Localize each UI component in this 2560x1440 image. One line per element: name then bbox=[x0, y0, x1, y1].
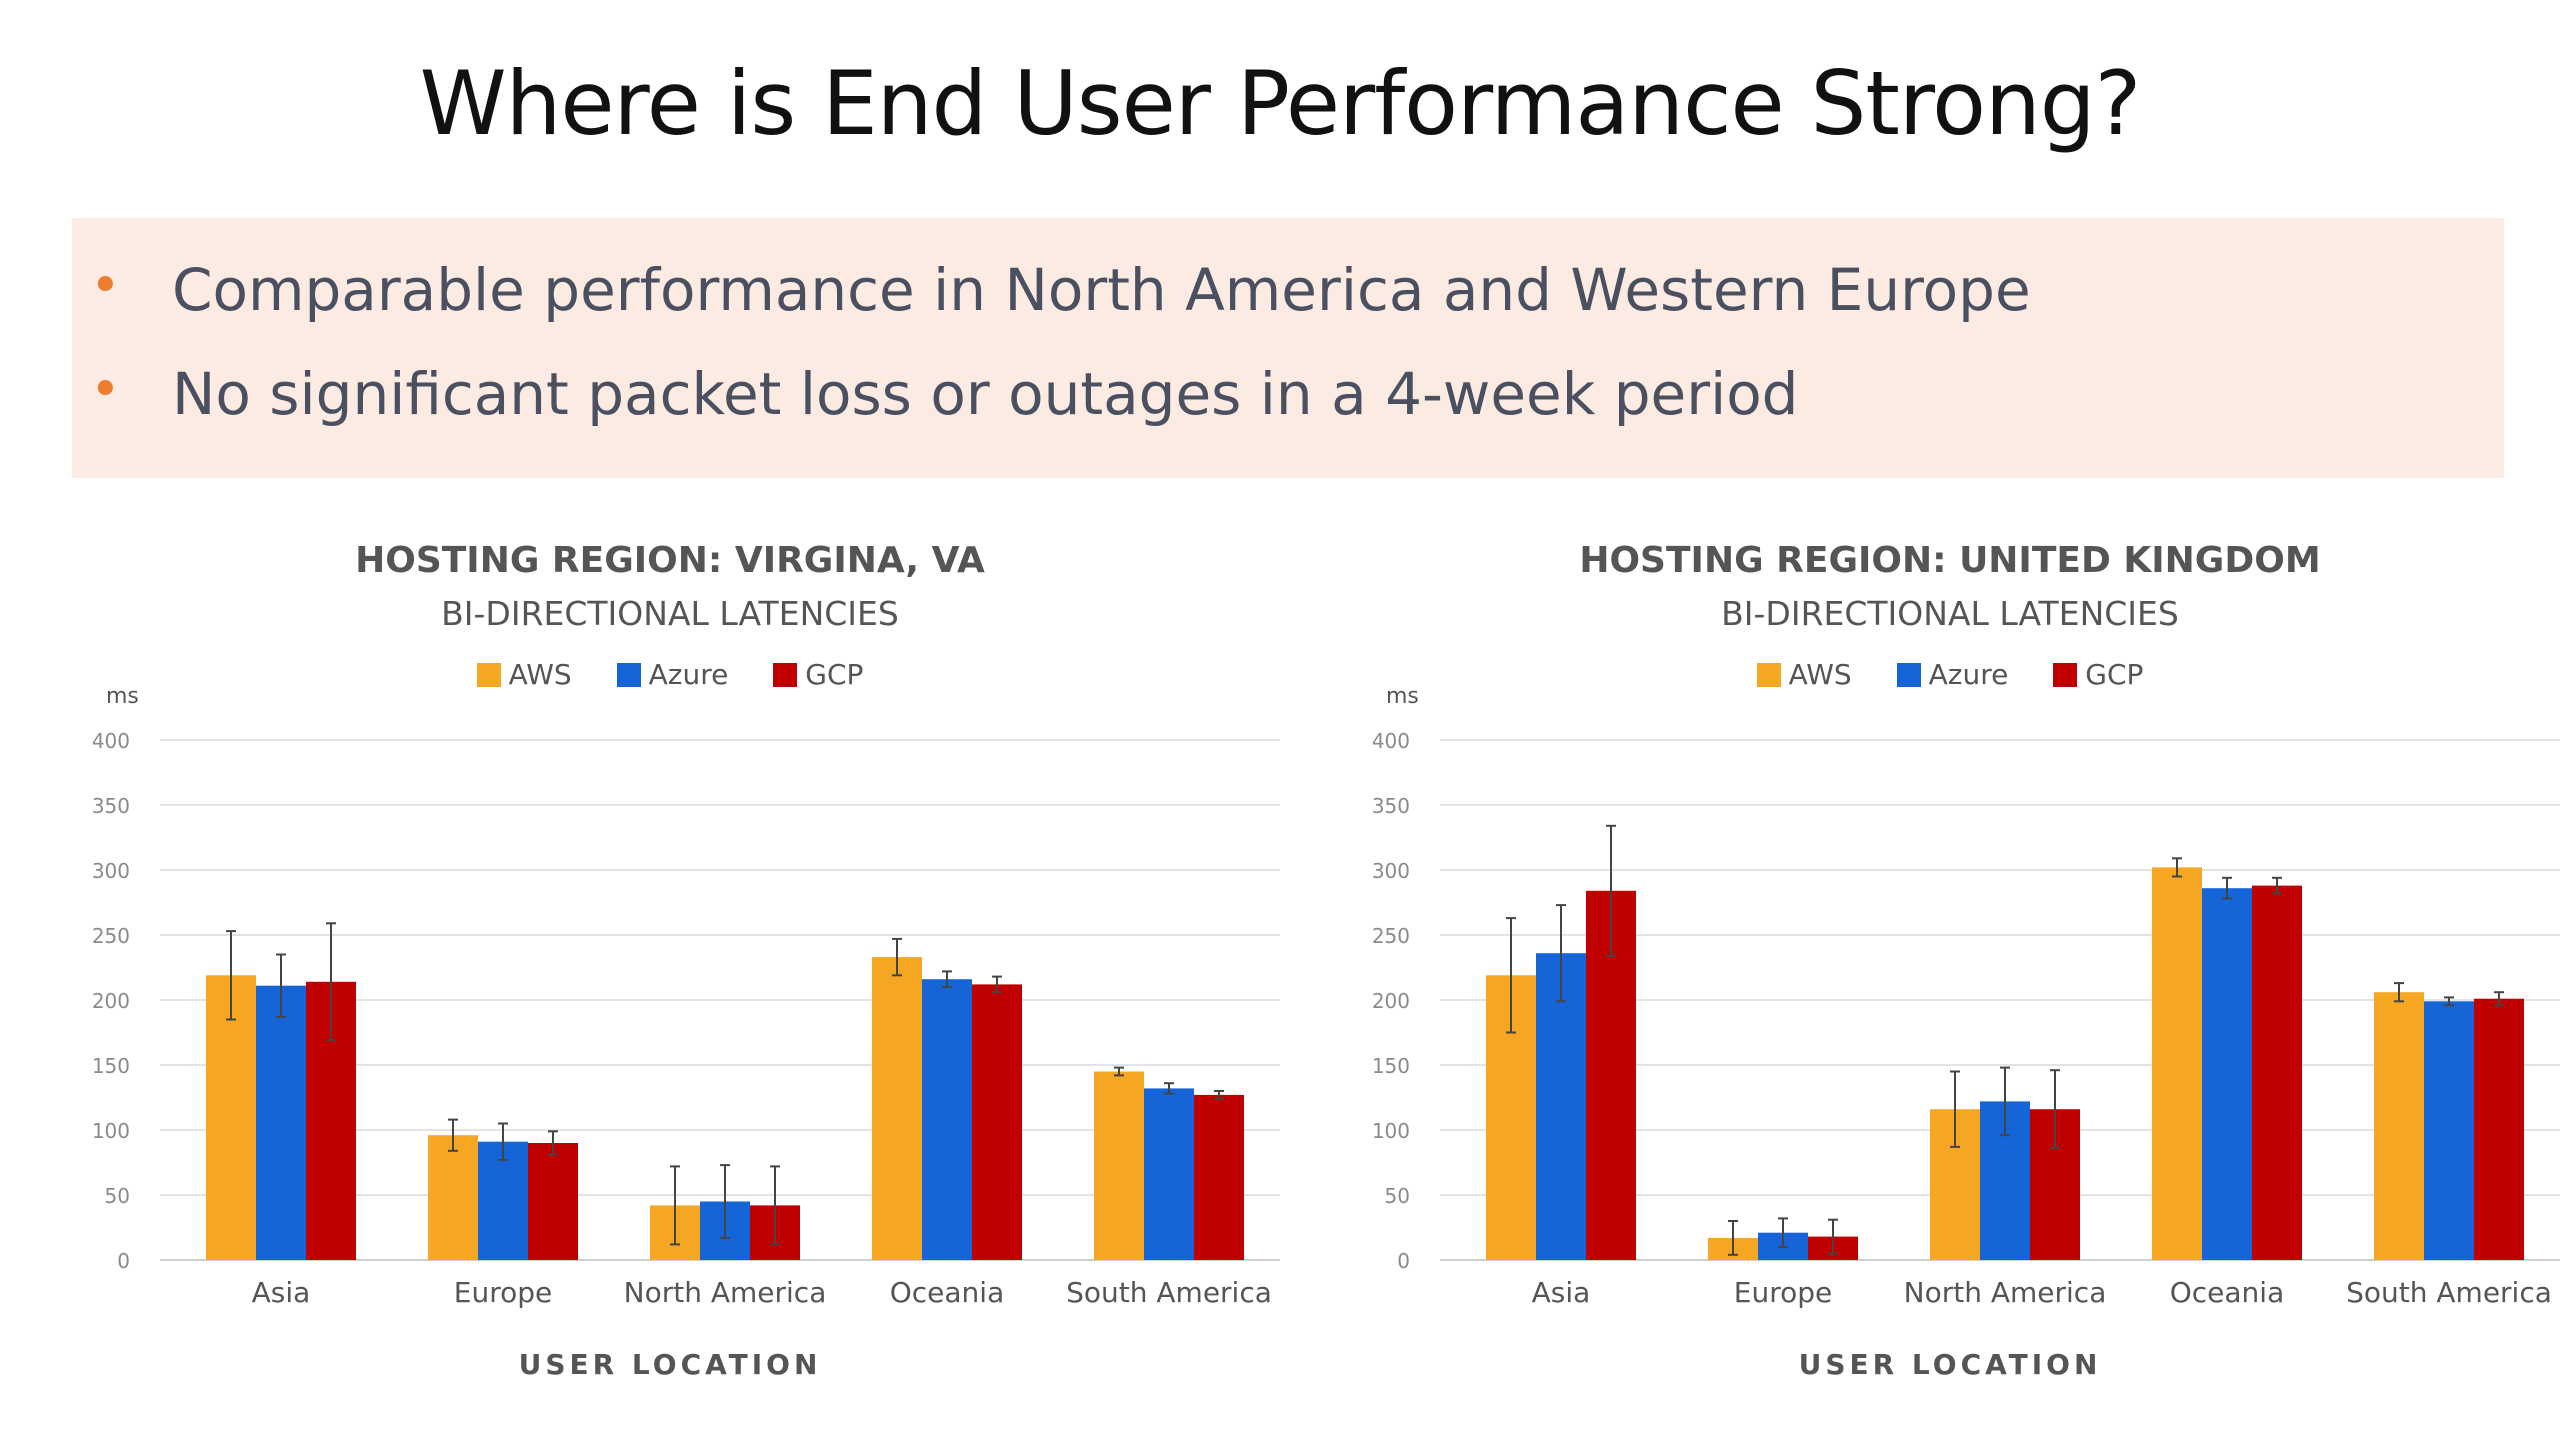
bullet-dot-icon: • bbox=[90, 256, 121, 316]
legend-swatch bbox=[616, 663, 641, 687]
bar-gcp bbox=[1194, 1094, 1244, 1260]
chart-legend: AWS Azure GCP bbox=[1320, 658, 2560, 691]
legend-label: GCP bbox=[805, 658, 864, 691]
bar-plot: 0 50 100 150 200 250 300 350 400 Asia Europe North … bbox=[1372, 729, 2560, 1309]
x-tick-label: Asia bbox=[252, 1276, 311, 1309]
legend-item-aws: AWS bbox=[1756, 658, 1852, 691]
y-axis-unit: ms bbox=[1386, 684, 1419, 709]
y-tick-label: 350 bbox=[1372, 794, 1410, 818]
x-axis-title: USER LOCATION bbox=[518, 1348, 822, 1381]
bar-aws bbox=[428, 1135, 478, 1260]
chart-virginia: HOSTING REGION: VIRGINA, VA BI-DIRECTION… bbox=[40, 530, 1300, 1410]
legend-item-azure: Azure bbox=[1896, 658, 2009, 691]
legend-swatch bbox=[1896, 663, 1921, 687]
chart-united-kingdom: HOSTING REGION: UNITED KINGDOM BI-DIRECT… bbox=[1320, 530, 2560, 1410]
bullet-item: • No significant packet loss or outages … bbox=[90, 360, 1799, 428]
chart-title: HOSTING REGION: UNITED KINGDOM bbox=[1579, 540, 2321, 581]
y-tick-label: 0 bbox=[1397, 1249, 1410, 1273]
bar-plot: 0 50 100 150 200 250 300 350 400 Asia Europe North … bbox=[92, 729, 1280, 1309]
bar-gcp bbox=[972, 984, 1022, 1260]
y-tick-label: 400 bbox=[92, 729, 130, 753]
x-axis-title: USER LOCATION bbox=[1798, 1348, 2102, 1381]
y-tick-label: 200 bbox=[1372, 989, 1410, 1013]
chart-legend: AWS Azure GCP bbox=[40, 658, 1300, 691]
legend-label: GCP bbox=[2085, 658, 2144, 691]
bar-azure bbox=[2424, 1001, 2474, 1260]
y-tick-label: 100 bbox=[1372, 1119, 1410, 1143]
slide-title: Where is End User Performance Strong? bbox=[419, 52, 2142, 155]
legend-label: Azure bbox=[1928, 658, 2009, 691]
bar-aws bbox=[2152, 867, 2202, 1260]
y-tick-label: 250 bbox=[1372, 924, 1410, 948]
bullet-text: Comparable performance in North America … bbox=[172, 256, 2031, 324]
bar-azure bbox=[1144, 1088, 1194, 1260]
y-tick-label: 300 bbox=[1372, 859, 1410, 883]
bar-aws bbox=[2374, 992, 2424, 1260]
x-tick-label: Europe bbox=[454, 1276, 552, 1309]
legend-swatch bbox=[2053, 663, 2078, 687]
legend-label: AWS bbox=[1788, 658, 1852, 691]
x-tick-label: North America bbox=[1904, 1276, 2107, 1309]
x-tick-label: North America bbox=[624, 1276, 827, 1309]
y-tick-label: 350 bbox=[92, 794, 130, 818]
y-tick-label: 300 bbox=[92, 859, 130, 883]
y-tick-label: 100 bbox=[92, 1119, 130, 1143]
y-axis-unit: ms bbox=[106, 684, 139, 709]
bullet-dot-icon: • bbox=[90, 360, 121, 420]
x-tick-label: Europe bbox=[1734, 1276, 1832, 1309]
bar-azure bbox=[478, 1141, 528, 1260]
x-tick-label: Asia bbox=[1532, 1276, 1591, 1309]
legend-item-aws: AWS bbox=[476, 658, 572, 691]
legend-swatch bbox=[773, 663, 798, 687]
y-tick-label: 150 bbox=[92, 1054, 130, 1078]
legend-swatch bbox=[476, 663, 501, 687]
chart-subtitle: BI-DIRECTIONAL LATENCIES bbox=[1721, 594, 2179, 633]
y-tick-label: 50 bbox=[1385, 1184, 1410, 1208]
bar-gcp bbox=[528, 1143, 578, 1260]
bar-azure bbox=[1536, 953, 1586, 1260]
key-points-callout: • Comparable performance in North Americ… bbox=[72, 218, 2504, 478]
x-tick-label: Oceania bbox=[2170, 1276, 2285, 1309]
y-tick-label: 0 bbox=[117, 1249, 130, 1273]
legend-item-gcp: GCP bbox=[773, 658, 863, 691]
legend-label: Azure bbox=[648, 658, 729, 691]
legend-label: AWS bbox=[508, 658, 572, 691]
bullet-item: • Comparable performance in North Americ… bbox=[90, 256, 2031, 324]
legend-swatch bbox=[1756, 663, 1781, 687]
bar-aws bbox=[872, 957, 922, 1260]
chart-subtitle: BI-DIRECTIONAL LATENCIES bbox=[441, 594, 899, 633]
x-tick-label: South America bbox=[2346, 1276, 2552, 1309]
bullet-text: No significant packet loss or outages in… bbox=[172, 360, 1799, 428]
y-tick-label: 200 bbox=[92, 989, 130, 1013]
legend-item-gcp: GCP bbox=[2053, 658, 2143, 691]
y-tick-label: 150 bbox=[1372, 1054, 1410, 1078]
x-tick-label: South America bbox=[1066, 1276, 1272, 1309]
chart-title: HOSTING REGION: VIRGINA, VA bbox=[355, 540, 985, 581]
bar-azure bbox=[922, 979, 972, 1260]
y-tick-label: 250 bbox=[92, 924, 130, 948]
bar-aws bbox=[1094, 1071, 1144, 1260]
bar-gcp bbox=[2474, 998, 2524, 1260]
legend-item-azure: Azure bbox=[616, 658, 729, 691]
bar-aws bbox=[206, 975, 256, 1260]
y-tick-label: 50 bbox=[105, 1184, 130, 1208]
x-tick-label: Oceania bbox=[890, 1276, 1005, 1309]
y-tick-label: 400 bbox=[1372, 729, 1410, 753]
bar-azure bbox=[256, 985, 306, 1260]
bar-gcp bbox=[2252, 885, 2302, 1260]
bar-azure bbox=[2202, 888, 2252, 1260]
